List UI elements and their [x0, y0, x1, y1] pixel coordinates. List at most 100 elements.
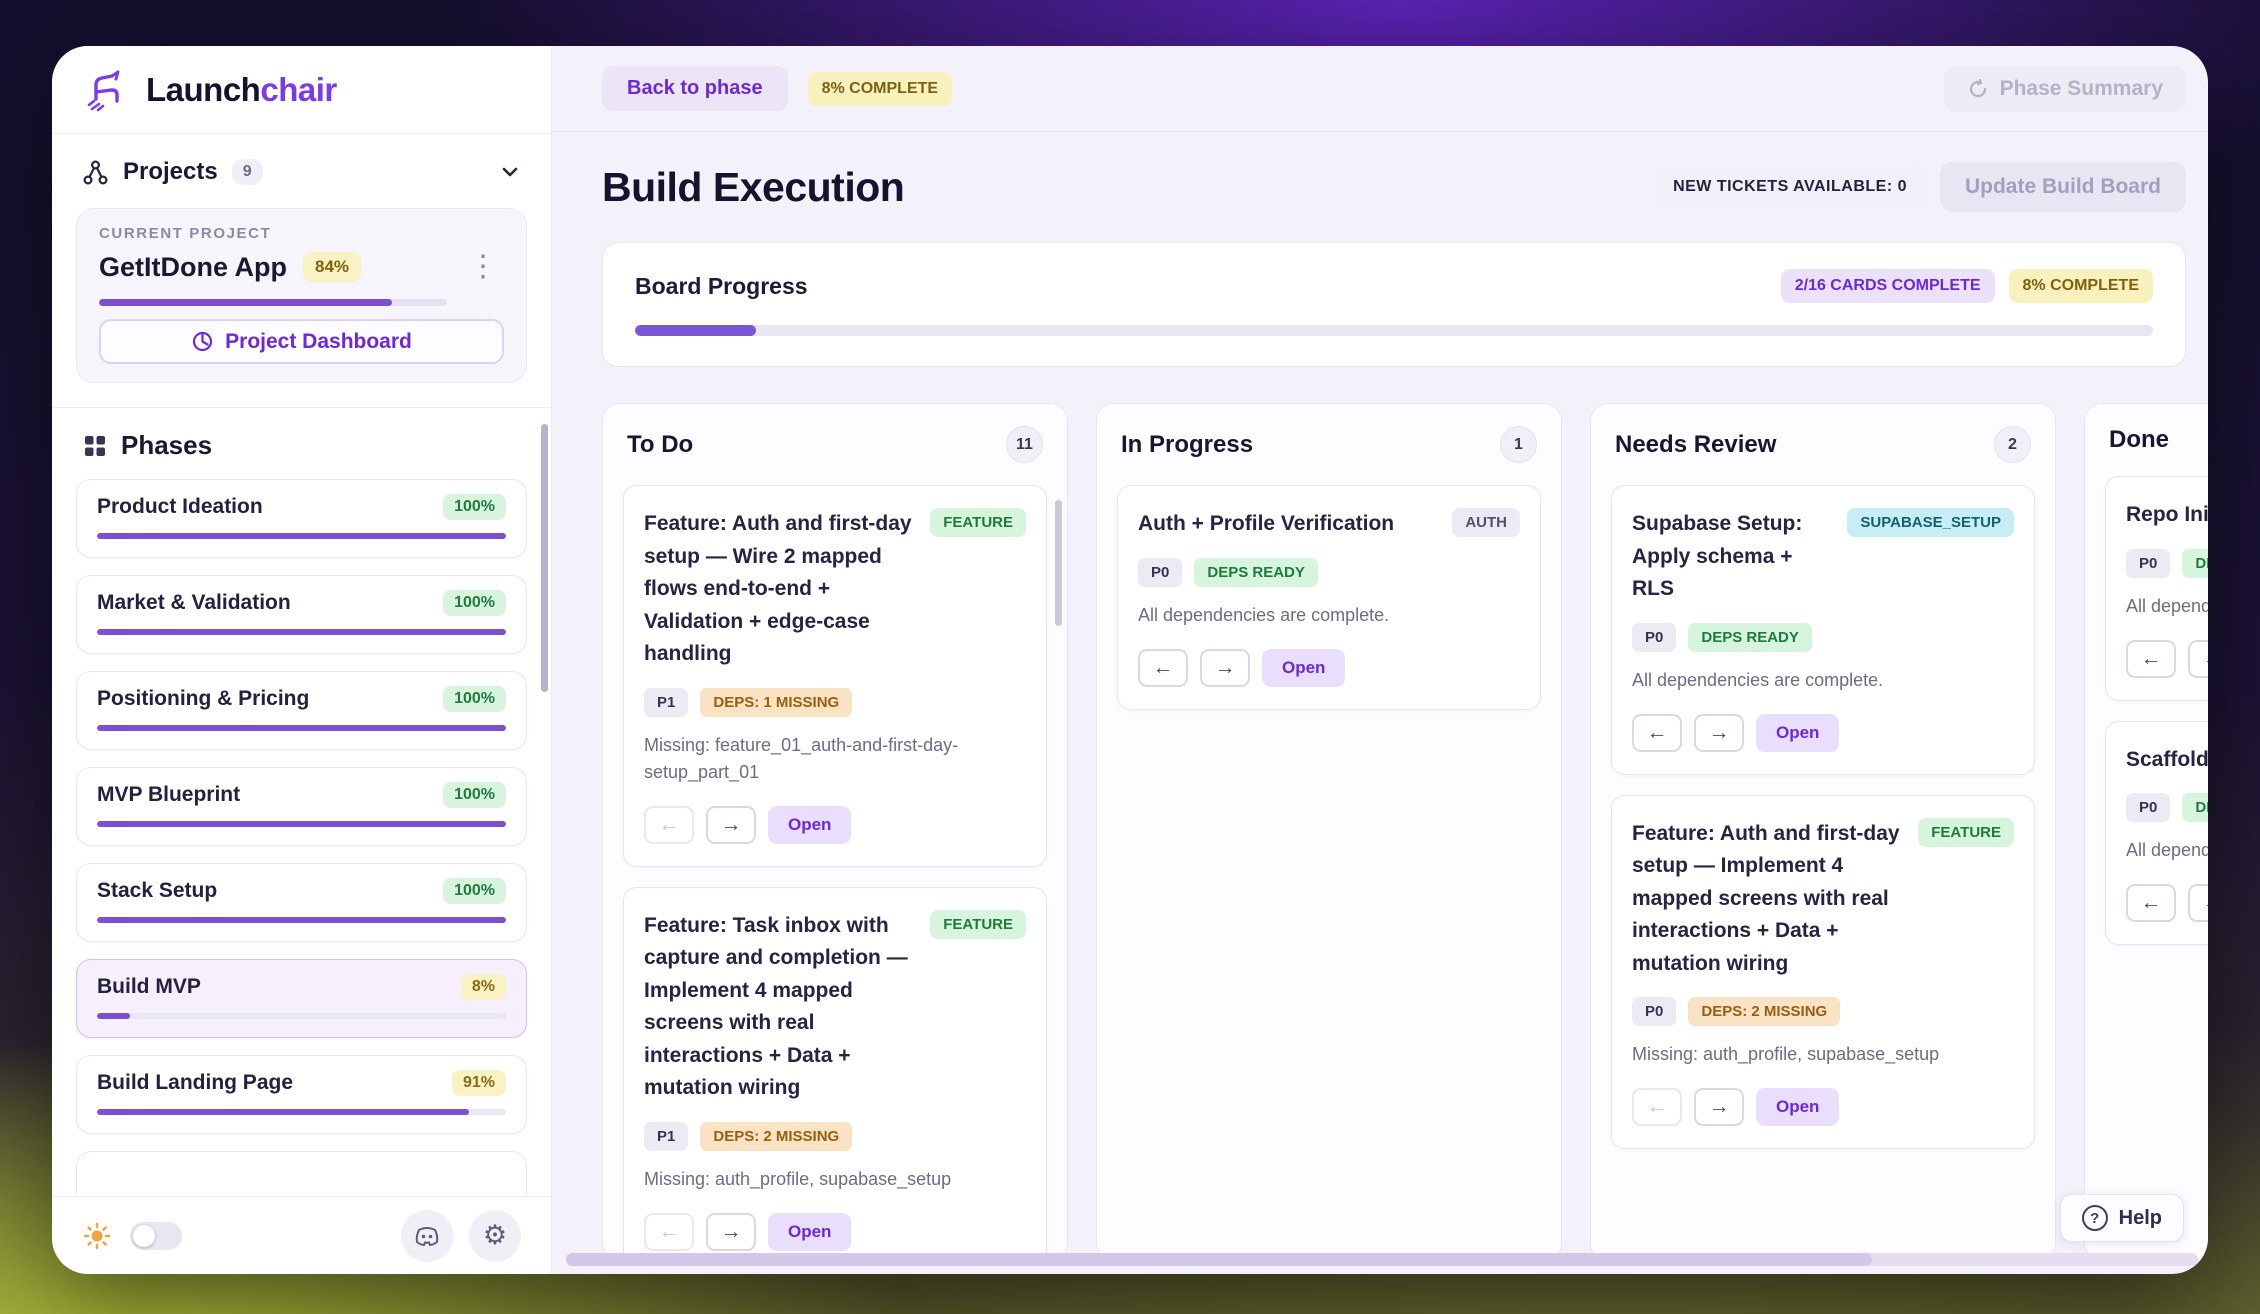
move-left-button[interactable]: ←: [644, 805, 694, 844]
arrow-right-icon: →: [720, 812, 742, 836]
move-right-button[interactable]: →: [1694, 1088, 1744, 1127]
phase-item-stack-setup[interactable]: Stack Setup 100%: [76, 863, 527, 942]
board-progress-title: Board Progress: [635, 272, 808, 299]
back-to-phase-button[interactable]: Back to phase: [602, 66, 788, 111]
column-title: In Progress: [1121, 430, 1254, 458]
project-dashboard-button[interactable]: Project Dashboard: [99, 319, 504, 364]
column-count-badge: 2: [1994, 426, 2031, 463]
kanban-card[interactable]: Scaffold P0 DEPS READY All dependencies …: [2105, 720, 2209, 946]
phase-summary-button[interactable]: Phase Summary: [1943, 65, 2186, 112]
project-menu-button[interactable]: ⋮: [462, 250, 504, 284]
move-left-button[interactable]: ←: [1138, 648, 1188, 687]
horizontal-scrollbar-thumb[interactable]: [566, 1253, 1872, 1266]
main-panel: Back to phase 8% COMPLETE Phase Summary …: [552, 46, 2208, 1274]
arrow-left-icon: ←: [658, 812, 680, 836]
move-left-button[interactable]: ←: [1632, 1088, 1682, 1127]
phase-item-product-ideation[interactable]: Product Ideation 100%: [76, 479, 527, 558]
column-todo: To Do 11 Feature: Auth and first-day set…: [602, 403, 1068, 1261]
card-note: Missing: feature_01_auth-and-first-day-s…: [644, 734, 959, 782]
phases-grid-icon: [82, 433, 108, 459]
open-card-button[interactable]: Open: [1756, 1088, 1840, 1127]
card-title: Auth + Profile Verification: [1138, 512, 1395, 535]
phases-section-title: Phases: [52, 408, 551, 479]
card-note: All dependencies are complete.: [1138, 604, 1390, 625]
deps-badge: DEPS READY: [1688, 622, 1812, 652]
arrow-left-icon: ←: [2140, 891, 2162, 915]
kanban-card[interactable]: Supabase Setup: Apply schema + RLS SUPAB…: [1611, 485, 2035, 775]
column-done: Done Repo Init P0 DEPS READY: [2084, 403, 2208, 1261]
priority-badge: P0: [2126, 793, 2171, 823]
phase-item-build-landing-page[interactable]: Build Landing Page 91%: [76, 1055, 527, 1134]
deps-badge: DEPS READY: [1194, 557, 1318, 587]
open-card-button[interactable]: Open: [768, 1213, 852, 1252]
column-needs-review: Needs Review 2 Supabase Setup: Apply sch…: [1590, 403, 2056, 1261]
phase-item-market-validation[interactable]: Market & Validation 100%: [76, 575, 527, 654]
logo-icon: [82, 65, 132, 115]
phase-progressbar: [97, 725, 506, 731]
sidebar-scrollbar[interactable]: [541, 424, 548, 692]
phase-item-build-mvp[interactable]: Build MVP 8%: [76, 959, 527, 1038]
phases-list: Product Ideation 100% Market & Validatio…: [52, 479, 551, 1196]
kebab-menu-icon: ⋮: [468, 250, 498, 283]
column-count-badge: 11: [1006, 426, 1043, 463]
update-build-board-button[interactable]: Update Build Board: [1939, 162, 2186, 212]
current-project-progressbar: [99, 299, 448, 306]
phase-percent-badge: 100%: [443, 878, 506, 904]
projects-section-header[interactable]: Projects 9: [52, 134, 551, 204]
phase-item-mvp-blueprint[interactable]: MVP Blueprint 100%: [76, 767, 527, 846]
deps-badge: DEPS: 1 MISSING: [700, 687, 853, 717]
move-left-button[interactable]: ←: [1632, 713, 1682, 752]
card-title: Supabase Setup: Apply schema + RLS: [1632, 512, 1803, 601]
projects-count-badge: 9: [231, 159, 263, 185]
card-title: Feature: Task inbox with capture and com…: [644, 913, 908, 1100]
move-left-button[interactable]: ←: [2126, 884, 2176, 923]
kanban-card[interactable]: Feature: Auth and first-day setup — Wire…: [623, 485, 1047, 867]
help-button[interactable]: ? Help: [2059, 1194, 2184, 1242]
kanban-card[interactable]: Auth + Profile Verification AUTH P0 DEPS…: [1117, 485, 1541, 710]
move-right-button[interactable]: →: [2188, 639, 2208, 678]
sun-icon: [82, 1221, 112, 1251]
page-title: Build Execution: [602, 163, 905, 210]
priority-badge: P0: [1632, 622, 1677, 652]
deps-badge: DEPS: 2 MISSING: [700, 1122, 853, 1152]
horizontal-scrollbar[interactable]: [566, 1253, 2198, 1266]
column-title: Needs Review: [1615, 430, 1777, 458]
column-in-progress: In Progress 1 Auth + Profile Verificatio…: [1096, 403, 1562, 1261]
phase-progressbar: [97, 629, 506, 635]
phase-percent-badge: 100%: [443, 494, 506, 520]
percent-complete-badge: 8% COMPLETE: [2008, 269, 2153, 303]
phase-item-positioning-pricing[interactable]: Positioning & Pricing 100%: [76, 671, 527, 750]
theme-toggle[interactable]: [130, 1221, 182, 1250]
content-area: Build Execution NEW TICKETS AVAILABLE: 0…: [552, 132, 2208, 1274]
open-card-button[interactable]: Open: [1756, 713, 1840, 752]
kanban-card[interactable]: Feature: Auth and first-day setup — Impl…: [1611, 794, 2035, 1150]
kanban-board: To Do 11 Feature: Auth and first-day set…: [602, 403, 2208, 1261]
kanban-card[interactable]: Feature: Task inbox with capture and com…: [623, 886, 1047, 1260]
move-left-button[interactable]: ←: [2126, 639, 2176, 678]
discord-button[interactable]: [401, 1209, 453, 1262]
column-title: Done: [2109, 426, 2169, 453]
current-project-card: CURRENT PROJECT GetItDone App 84% ⋮: [76, 208, 527, 383]
sidebar: Launchchair Projects 9 CURR: [52, 46, 552, 1274]
phase-percent-badge: 8%: [460, 974, 506, 1000]
settings-button[interactable]: ⚙: [469, 1209, 521, 1262]
logo[interactable]: Launchchair: [52, 46, 551, 134]
open-card-button[interactable]: Open: [768, 805, 852, 844]
move-right-button[interactable]: →: [706, 1213, 756, 1252]
move-right-button[interactable]: →: [1694, 713, 1744, 752]
phase-item-partial[interactable]: [76, 1151, 527, 1195]
move-right-button[interactable]: →: [2188, 884, 2209, 923]
column-scrollbar[interactable]: [1055, 500, 1062, 626]
current-project-eyebrow: CURRENT PROJECT: [99, 225, 272, 242]
app-title: Launchchair: [146, 70, 337, 108]
chevron-down-icon: [499, 161, 521, 183]
phase-progressbar: [97, 917, 506, 923]
open-card-button[interactable]: Open: [1262, 648, 1346, 687]
arrow-right-icon: →: [2203, 891, 2209, 915]
move-left-button[interactable]: ←: [644, 1213, 694, 1252]
phase-progressbar: [97, 821, 506, 827]
move-right-button[interactable]: →: [1200, 648, 1250, 687]
kanban-card[interactable]: Repo Init P0 DEPS READY All dependencies…: [2105, 476, 2208, 701]
phase-name: Positioning & Pricing: [97, 687, 310, 710]
move-right-button[interactable]: →: [706, 805, 756, 844]
